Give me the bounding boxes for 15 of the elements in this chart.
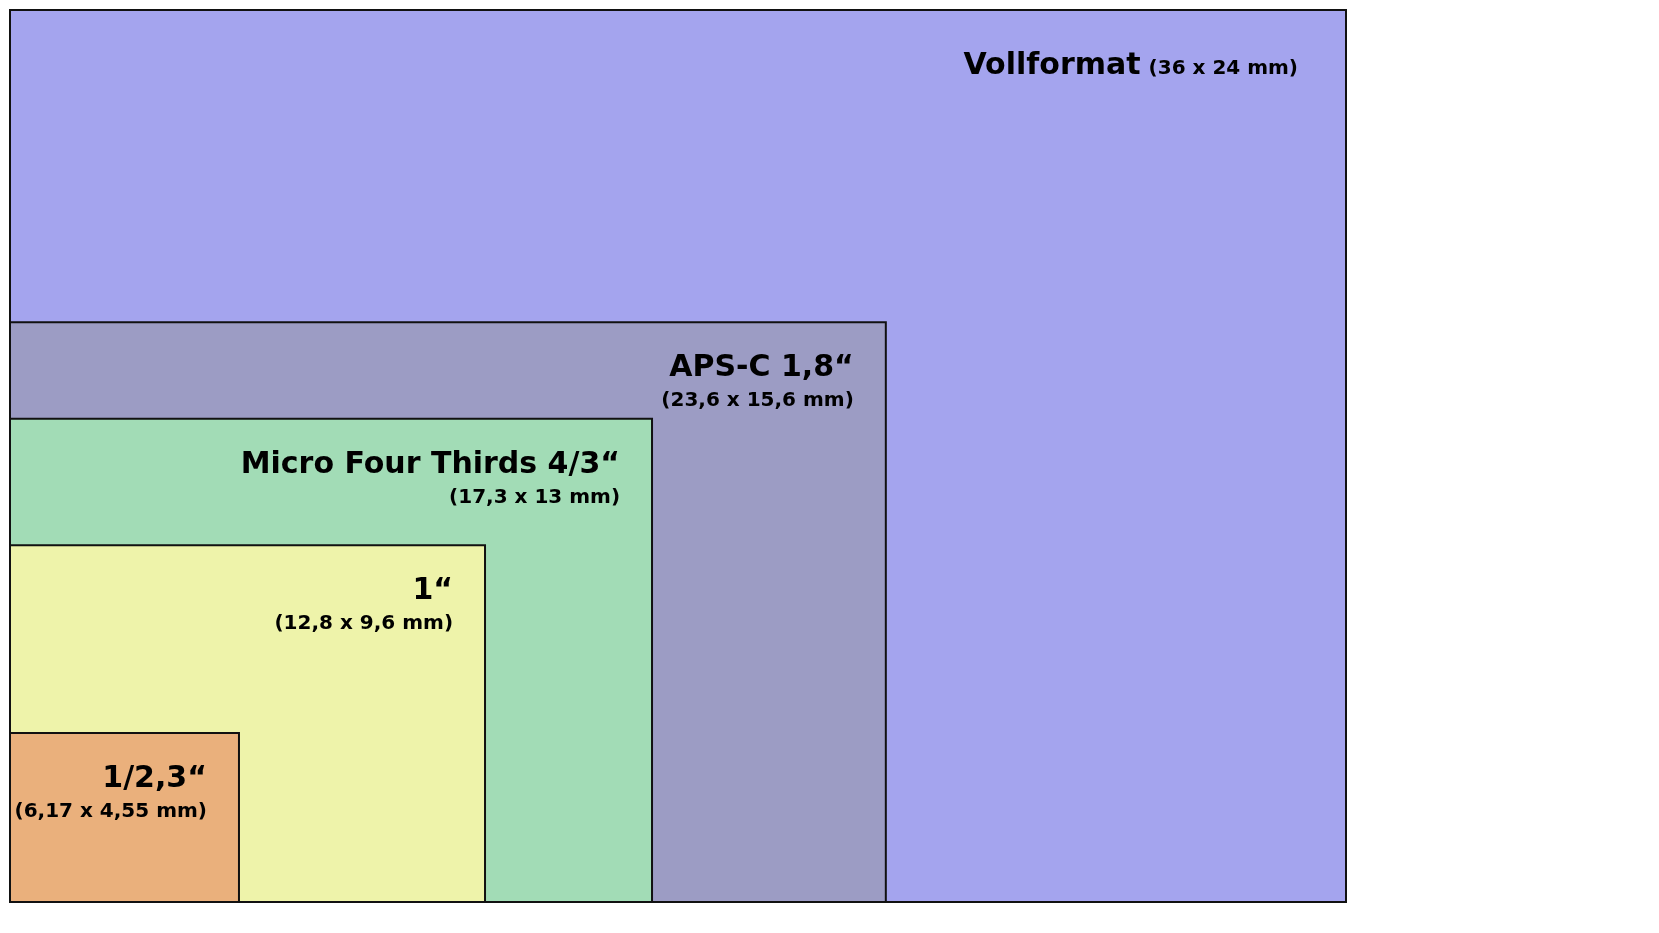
category-label: APS-C 1,8“ (669, 348, 854, 384)
data-label: x 15,6 mm) (726, 387, 854, 412)
data-label: (36 (1148, 55, 1186, 79)
data-label: x 13 mm) (514, 483, 621, 508)
data-label: (17,3 (449, 483, 508, 508)
category-label: 1/2,3“ (102, 758, 207, 794)
data-label: x 9,6 mm) (339, 610, 454, 635)
category-label: 1“ (412, 571, 454, 607)
data-label: (12,8 (274, 610, 333, 635)
data-label: x 24 mm) (1192, 55, 1298, 79)
category-label: Micro Four Thirds 4/3“ (240, 444, 621, 480)
data-label: (6,17 (14, 797, 74, 822)
data-label: x 4,55 mm) (79, 797, 207, 822)
category-label: Vollformat (963, 46, 1141, 81)
data-label: (23,6 (661, 387, 720, 412)
